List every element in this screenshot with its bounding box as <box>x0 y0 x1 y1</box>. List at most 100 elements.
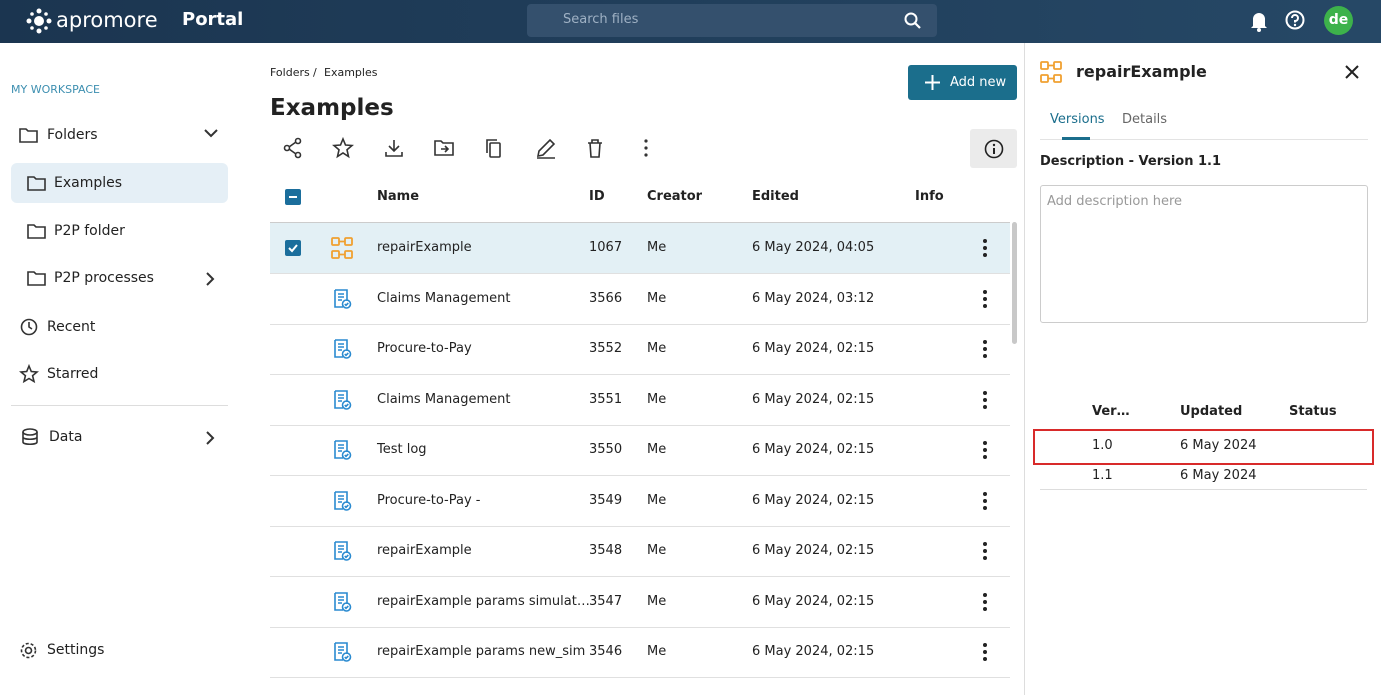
toolbar-icon[interactable] <box>283 138 303 158</box>
chevron-icon[interactable] <box>206 431 220 445</box>
cell: Me <box>647 289 666 309</box>
tab-indicator <box>1062 137 1090 140</box>
notifications-icon[interactable] <box>1250 11 1268 31</box>
panel-border <box>1024 43 1025 695</box>
cell: 3546 <box>589 642 622 662</box>
sidebar-item[interactable]: P2P folder <box>54 221 125 241</box>
column-header[interactable]: ID <box>589 187 605 207</box>
version-column-header[interactable]: Status <box>1289 402 1337 422</box>
toolbar-icon[interactable] <box>434 138 454 158</box>
toolbar-icon[interactable] <box>384 138 404 158</box>
sidebar-icon <box>27 222 46 240</box>
toolbar-icon[interactable] <box>636 138 656 158</box>
description-placeholder: Add description here <box>1047 192 1182 212</box>
row-divider <box>270 677 1010 678</box>
tab-versions[interactable]: Versions <box>1050 110 1105 130</box>
panel-title: repairExample <box>1076 60 1207 84</box>
cell: 6 May 2024, 02:15 <box>752 440 874 460</box>
row-menu[interactable] <box>982 643 988 661</box>
sidebar-icon <box>27 269 46 287</box>
select-all-checkbox[interactable] <box>285 189 301 205</box>
log-icon <box>331 540 353 562</box>
portal-title: Portal <box>182 6 243 34</box>
cell[interactable]: Claims Management <box>377 390 510 410</box>
cell: Me <box>647 440 666 460</box>
cell: 6 May 2024, 02:15 <box>752 642 874 662</box>
sidebar-section: MY WORKSPACE <box>11 80 100 100</box>
cell: 3566 <box>589 289 622 309</box>
breadcrumb-current[interactable]: Examples <box>324 63 377 83</box>
row-checkbox[interactable] <box>285 240 301 256</box>
sidebar-icon <box>27 174 46 192</box>
cell: Me <box>647 491 666 511</box>
chevron-icon[interactable] <box>204 129 218 143</box>
toolbar-icon[interactable] <box>585 138 605 158</box>
settings-link[interactable]: Settings <box>47 640 104 660</box>
description-label: Description - Version 1.1 <box>1040 152 1221 172</box>
cell: 3550 <box>589 440 622 460</box>
search-icon[interactable] <box>904 12 922 30</box>
version-column-header[interactable]: Updated <box>1180 402 1242 422</box>
sidebar-item[interactable]: P2P processes <box>54 268 154 288</box>
cell[interactable]: repairExample <box>377 541 472 561</box>
column-header[interactable]: Creator <box>647 187 702 207</box>
close-icon[interactable] <box>1345 65 1359 79</box>
cell: 6 May 2024, 02:15 <box>752 541 874 561</box>
cell: Me <box>647 592 666 612</box>
cell: 3552 <box>589 339 622 359</box>
help-icon[interactable] <box>1285 10 1305 30</box>
row-divider <box>270 324 1010 325</box>
cell[interactable]: repairExample params new_sim <box>377 642 585 662</box>
chevron-icon[interactable] <box>206 272 220 286</box>
logo-icon <box>26 8 52 34</box>
cell[interactable]: Procure-to-Pay <box>377 339 472 359</box>
breadcrumb-folders[interactable]: Folders <box>270 63 310 83</box>
cell[interactable]: repairExample params simulat… <box>377 592 590 612</box>
cell: 6 May 2024, 04:05 <box>752 238 874 258</box>
breadcrumb-separator: / <box>313 63 317 83</box>
column-header[interactable]: Name <box>377 187 419 207</box>
row-menu[interactable] <box>982 239 988 257</box>
sidebar-item[interactable]: Recent <box>47 317 95 337</box>
row-menu[interactable] <box>982 340 988 358</box>
toolbar-icon[interactable] <box>333 138 353 158</box>
column-header[interactable]: Info <box>915 187 944 207</box>
avatar[interactable]: de <box>1324 6 1353 35</box>
sidebar-item[interactable]: Folders <box>47 125 98 145</box>
row-menu[interactable] <box>982 441 988 459</box>
cell: Me <box>647 642 666 662</box>
version-cell: 1.0 <box>1092 436 1113 456</box>
scrollbar[interactable] <box>1012 222 1017 344</box>
process-icon <box>331 237 353 259</box>
cell: 3549 <box>589 491 622 511</box>
row-menu[interactable] <box>982 290 988 308</box>
sidebar-icon <box>21 428 40 446</box>
sidebar-item[interactable]: Starred <box>47 364 98 384</box>
row-divider <box>270 475 1010 476</box>
sidebar-item[interactable]: Data <box>49 427 82 447</box>
version-column-header[interactable]: Ver… <box>1092 402 1130 422</box>
cell[interactable]: Test log <box>377 440 427 460</box>
cell[interactable]: Claims Management <box>377 289 510 309</box>
row-divider <box>270 374 1010 375</box>
tab-details[interactable]: Details <box>1122 110 1167 130</box>
row-menu[interactable] <box>982 593 988 611</box>
cell[interactable]: repairExample <box>377 238 472 258</box>
cell: 3547 <box>589 592 622 612</box>
sidebar-divider <box>11 405 228 406</box>
row-menu[interactable] <box>982 391 988 409</box>
row-divider <box>270 627 1010 628</box>
sidebar-item[interactable]: Examples <box>54 173 122 193</box>
toolbar-icon[interactable] <box>484 138 504 158</box>
row-menu[interactable] <box>982 492 988 510</box>
search-placeholder: Search files <box>563 10 638 30</box>
row-menu[interactable] <box>982 542 988 560</box>
column-header[interactable]: Edited <box>752 187 799 207</box>
cell: 6 May 2024, 02:15 <box>752 592 874 612</box>
toolbar-icon[interactable] <box>536 138 556 158</box>
cell: 6 May 2024, 02:15 <box>752 339 874 359</box>
page-title: Examples <box>270 92 394 124</box>
log-icon <box>331 338 353 360</box>
cell[interactable]: Procure-to-Pay - <box>377 491 480 511</box>
cell: 6 May 2024, 02:15 <box>752 390 874 410</box>
